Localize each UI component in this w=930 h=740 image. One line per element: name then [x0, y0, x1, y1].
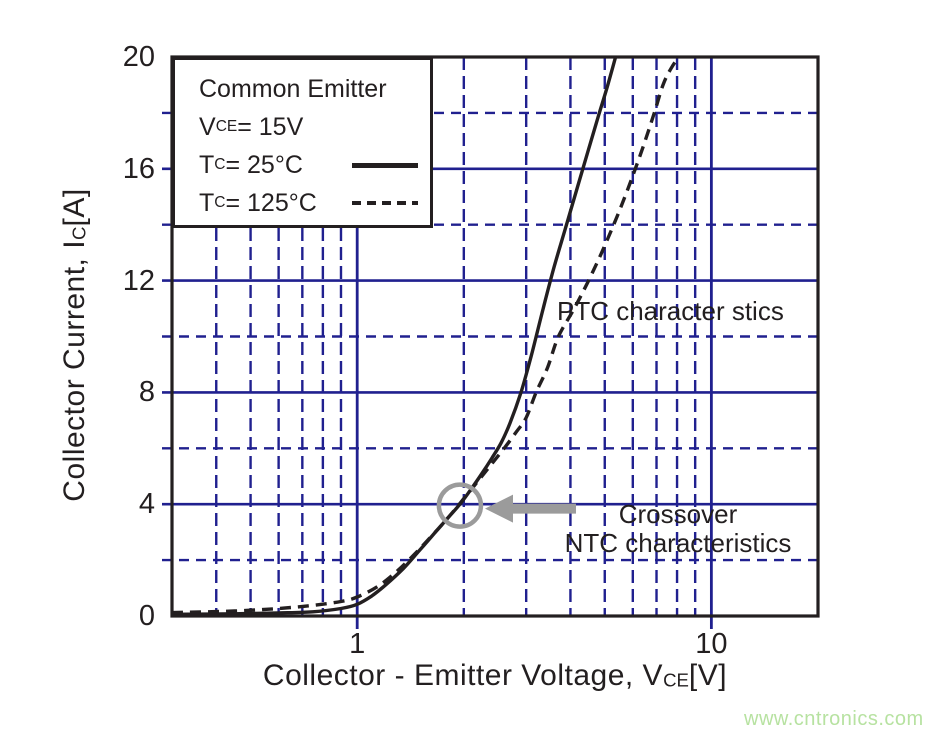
legend-entry-subscript: C [214, 194, 226, 211]
crossover-annotation: Crossover NTC characteristics [543, 500, 813, 558]
crossover-annotation-line2: NTC characteristics [564, 528, 792, 558]
legend-condition-value: = 15V [237, 112, 304, 141]
x-tick-label-10: 10 [695, 628, 728, 660]
x-axis-title-text: Collector - Emitter Voltage, V [262, 659, 664, 692]
legend-title-text: Common Emitter [199, 74, 387, 103]
curve-25c-solid [172, 57, 618, 616]
y-axis-title: Collector Current, IC[A] [58, 188, 92, 501]
watermark: www.cntronics.com [744, 708, 924, 730]
y-tick-label-0: 0 [138, 600, 155, 632]
legend-entry-symbol: T [199, 188, 215, 217]
y-axis-title-unit: [A] [58, 188, 91, 227]
y-axis-title-text: Collector Current, I [58, 239, 91, 502]
y-tick-label-4: 4 [138, 488, 155, 521]
ptc-annotation: PTC character stics [557, 296, 784, 326]
x-axis-title-subscript: CE [663, 669, 689, 691]
crossover-annotation-line1: Crossover [618, 499, 738, 529]
crossover-circle [436, 482, 484, 529]
legend-condition-subscript: CE [215, 118, 238, 135]
legend-solid-line-sample [352, 162, 418, 168]
crossover-arrow-icon [485, 494, 576, 523]
legend-entry-symbol: T [199, 150, 215, 179]
y-tick-label-16: 16 [122, 152, 155, 185]
legend-entry-value: = 125°C [225, 188, 317, 217]
plot-border [170, 55, 820, 618]
x-axis-title-unit: [V] [688, 659, 728, 692]
x-tick-label-1: 1 [349, 628, 366, 660]
legend-condition-symbol: V [199, 112, 216, 141]
legend-dashed-line-sample [352, 201, 418, 205]
legend-title: Common Emitter [199, 70, 418, 108]
y-tick-label-20: 20 [122, 41, 155, 73]
legend-condition: V CE = 15V [199, 108, 418, 146]
curve-125c-dashed [172, 57, 681, 615]
legend-entry-value: = 25°C [225, 150, 303, 179]
y-tick-label-8: 8 [138, 376, 155, 409]
x-axis-title: Collector - Emitter Voltage, VCE[V] [172, 659, 818, 693]
y-tick-label-12: 12 [122, 264, 155, 297]
legend-entry-subscript: C [214, 156, 226, 173]
y-axis-title-subscript: C [68, 226, 90, 240]
